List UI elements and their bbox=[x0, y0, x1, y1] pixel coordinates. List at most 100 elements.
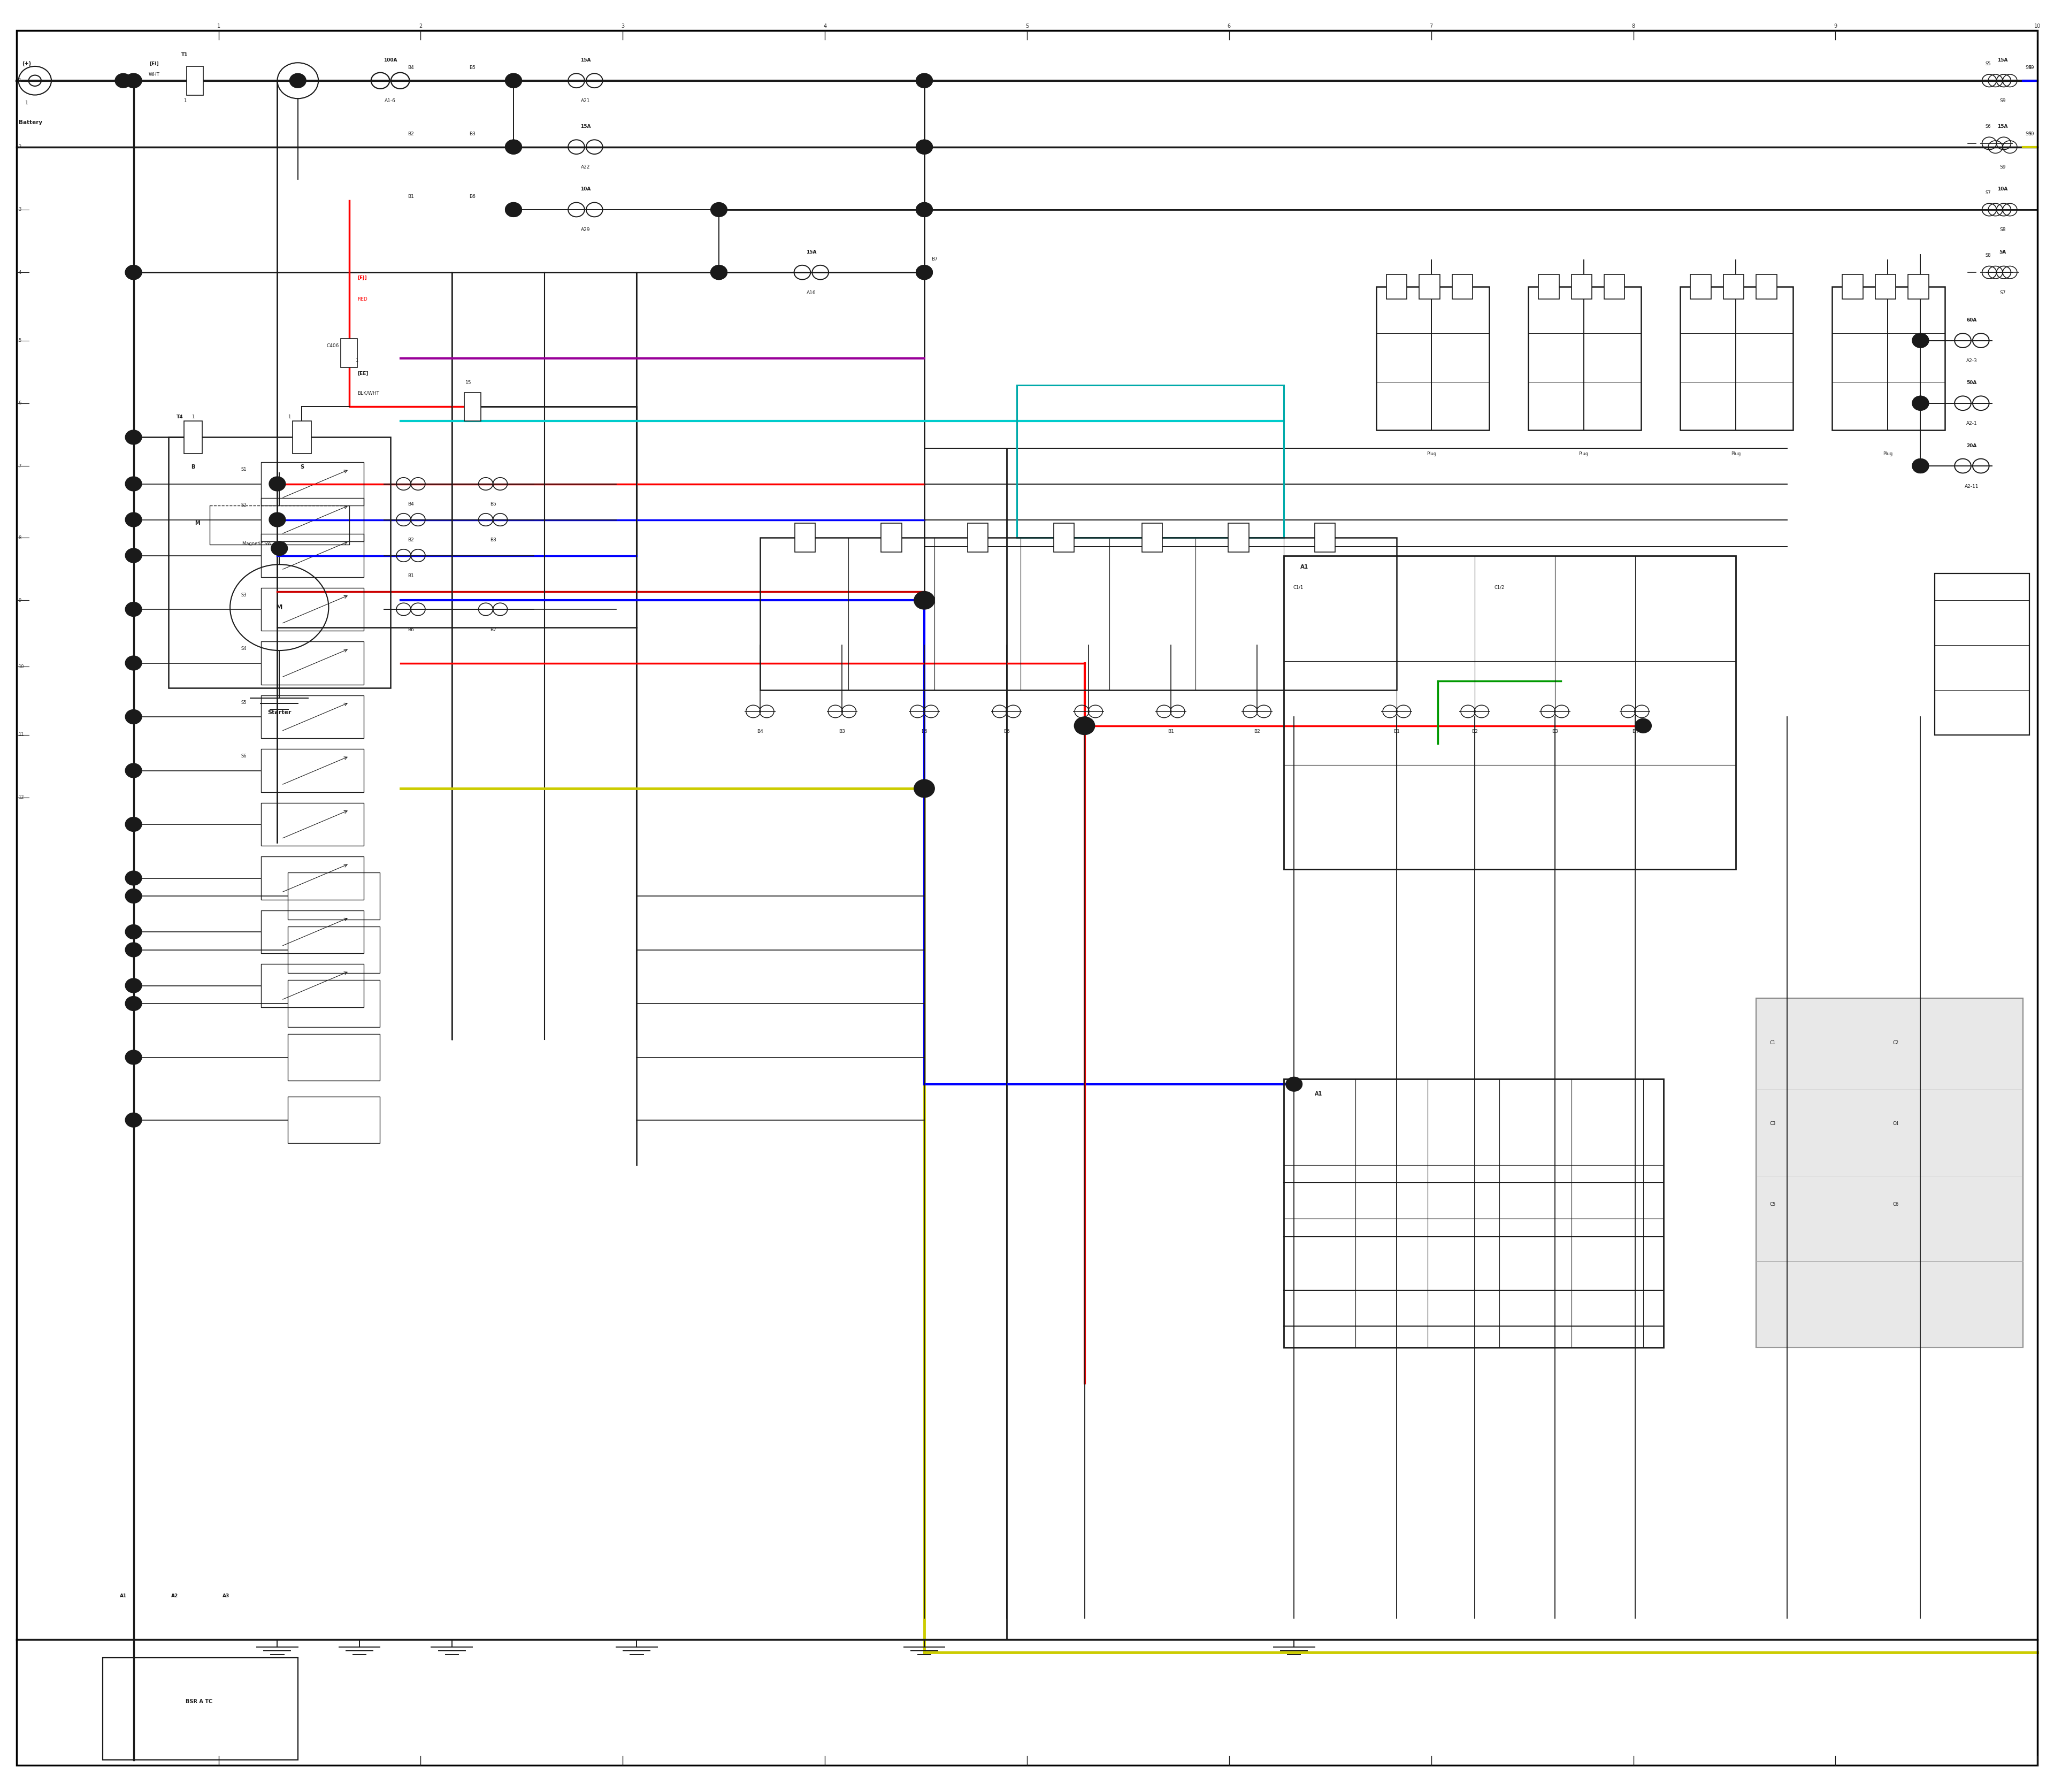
Circle shape bbox=[1286, 1077, 1302, 1091]
Text: B2: B2 bbox=[1471, 729, 1479, 735]
Bar bbox=[261, 964, 364, 1007]
Text: 5: 5 bbox=[1025, 23, 1029, 29]
Text: B7: B7 bbox=[930, 256, 939, 262]
Bar bbox=[1690, 274, 1711, 299]
Bar bbox=[288, 873, 380, 919]
Circle shape bbox=[271, 541, 288, 556]
Circle shape bbox=[505, 202, 522, 217]
Text: B5: B5 bbox=[920, 729, 928, 735]
Text: M: M bbox=[275, 604, 283, 611]
Text: B2: B2 bbox=[407, 131, 415, 136]
Text: S5: S5 bbox=[240, 701, 246, 704]
Circle shape bbox=[125, 513, 142, 527]
Text: Starter: Starter bbox=[267, 710, 292, 715]
Text: 1: 1 bbox=[191, 414, 195, 419]
Circle shape bbox=[914, 780, 935, 797]
Text: 15: 15 bbox=[466, 380, 470, 385]
Circle shape bbox=[916, 140, 933, 154]
Bar bbox=[1315, 523, 1335, 552]
Text: 10A: 10A bbox=[1996, 186, 2009, 192]
Text: B: B bbox=[191, 464, 195, 470]
Text: [EE]: [EE] bbox=[357, 371, 368, 376]
Text: C1: C1 bbox=[1771, 1041, 1775, 1045]
Text: 100A: 100A bbox=[384, 57, 396, 63]
Text: B1: B1 bbox=[407, 194, 415, 199]
Circle shape bbox=[125, 817, 142, 831]
Text: 15A: 15A bbox=[805, 249, 817, 254]
Circle shape bbox=[290, 73, 306, 88]
Bar bbox=[185, 421, 201, 453]
Text: T1: T1 bbox=[181, 52, 189, 57]
Bar bbox=[1908, 274, 1929, 299]
Bar bbox=[1832, 287, 1945, 430]
Bar bbox=[795, 523, 815, 552]
Circle shape bbox=[1912, 459, 1929, 473]
Text: 6: 6 bbox=[1228, 23, 1230, 29]
Circle shape bbox=[916, 265, 933, 280]
Text: BSR A TC: BSR A TC bbox=[185, 1699, 214, 1704]
Text: 4: 4 bbox=[824, 23, 826, 29]
Circle shape bbox=[505, 73, 522, 88]
Text: 1: 1 bbox=[218, 23, 220, 29]
Circle shape bbox=[125, 978, 142, 993]
Text: 1: 1 bbox=[25, 100, 29, 106]
Text: 1: 1 bbox=[183, 99, 187, 104]
Circle shape bbox=[916, 73, 933, 88]
Circle shape bbox=[916, 202, 933, 217]
Circle shape bbox=[1076, 719, 1093, 733]
Circle shape bbox=[125, 73, 142, 88]
Text: B4: B4 bbox=[1085, 729, 1093, 735]
Text: 7: 7 bbox=[1430, 23, 1434, 29]
Circle shape bbox=[115, 73, 131, 88]
Text: Plug: Plug bbox=[1428, 452, 1436, 457]
Bar bbox=[1284, 1079, 1664, 1348]
Text: (+): (+) bbox=[23, 61, 31, 66]
Bar bbox=[187, 66, 203, 95]
Bar bbox=[1419, 274, 1440, 299]
Text: 15A: 15A bbox=[579, 124, 592, 129]
Circle shape bbox=[1912, 396, 1929, 410]
Text: 10: 10 bbox=[18, 665, 25, 668]
Text: RED: RED bbox=[357, 297, 368, 301]
Circle shape bbox=[125, 763, 142, 778]
Circle shape bbox=[916, 593, 933, 607]
Text: S9: S9 bbox=[2029, 65, 2033, 70]
Text: S8: S8 bbox=[2001, 228, 2005, 233]
Text: C5: C5 bbox=[1771, 1202, 1775, 1206]
Bar bbox=[261, 749, 364, 792]
Circle shape bbox=[125, 548, 142, 563]
Text: C406: C406 bbox=[327, 344, 339, 348]
Text: S7: S7 bbox=[2001, 290, 2005, 296]
Text: 6: 6 bbox=[18, 401, 21, 405]
Text: S2: S2 bbox=[240, 504, 246, 507]
Circle shape bbox=[125, 656, 142, 670]
Text: [EJ]: [EJ] bbox=[357, 276, 368, 280]
Circle shape bbox=[1912, 333, 1929, 348]
Text: Plug: Plug bbox=[1884, 452, 1892, 457]
Text: 2: 2 bbox=[419, 23, 423, 29]
Text: S9: S9 bbox=[2025, 131, 2031, 136]
Bar bbox=[261, 695, 364, 738]
Circle shape bbox=[125, 430, 142, 444]
Text: B6: B6 bbox=[468, 194, 477, 199]
Text: C1/1: C1/1 bbox=[1292, 584, 1304, 590]
Circle shape bbox=[269, 513, 286, 527]
Bar bbox=[760, 538, 1397, 690]
Text: A1: A1 bbox=[1300, 564, 1308, 570]
Text: 9: 9 bbox=[1834, 23, 1836, 29]
Text: [EI]: [EI] bbox=[150, 61, 158, 66]
Bar bbox=[1875, 274, 1896, 299]
Text: 50A: 50A bbox=[1966, 380, 1978, 385]
Circle shape bbox=[269, 477, 286, 491]
Text: C1/2: C1/2 bbox=[1493, 584, 1506, 590]
Text: Plug: Plug bbox=[1732, 452, 1740, 457]
Text: S8: S8 bbox=[1986, 253, 1990, 258]
Text: BLK/WHT: BLK/WHT bbox=[357, 391, 380, 396]
Text: 15A: 15A bbox=[1996, 57, 2009, 63]
Circle shape bbox=[916, 140, 933, 154]
Text: 1: 1 bbox=[288, 414, 290, 419]
Text: S9: S9 bbox=[2025, 65, 2031, 70]
Circle shape bbox=[1912, 396, 1929, 410]
Text: B3: B3 bbox=[489, 538, 497, 543]
Circle shape bbox=[711, 265, 727, 280]
